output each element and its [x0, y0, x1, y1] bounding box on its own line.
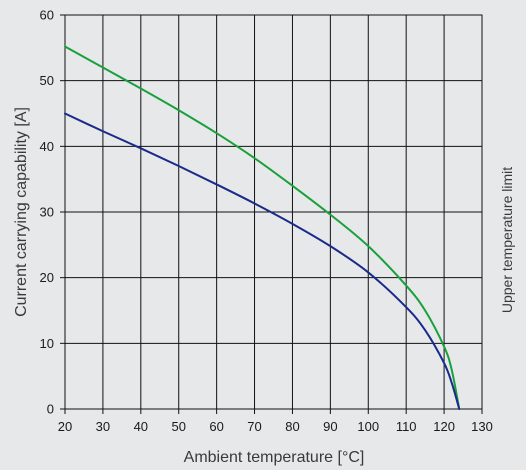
- x-tick-label: 50: [171, 419, 185, 434]
- x-tick-label: 130: [471, 419, 493, 434]
- series-group: [64, 45, 461, 410]
- x-tick-label: 110: [396, 419, 417, 434]
- grid: [60, 14, 483, 414]
- y-axis-label: Current carrying capability [A]: [13, 107, 30, 317]
- tick-labels: 20 30 40 50 60 70 80 90 100 110 120 130 0 10 20 30 40 50 6…: [40, 8, 493, 435]
- y-tick-label: 10: [40, 336, 54, 351]
- x-tick-label: 80: [285, 419, 299, 434]
- x-tick-label: 20: [58, 419, 72, 434]
- x-axis-label: Ambient temperature [°C]: [184, 449, 365, 466]
- y-tick-label: 0: [47, 402, 54, 417]
- x-tick-label: 100: [357, 419, 379, 434]
- x-tick-label: 120: [433, 419, 455, 434]
- y-tick-label: 40: [40, 139, 54, 154]
- x-tick-label: 40: [134, 419, 148, 434]
- series-line-1: [64, 45, 461, 410]
- upper-temperature-limit-label: Upper temperature limit: [499, 167, 515, 313]
- x-tick-label: 90: [323, 419, 337, 434]
- x-tick-label: 60: [209, 419, 223, 434]
- y-tick-label: 30: [40, 205, 54, 220]
- x-tick-label: 30: [96, 419, 110, 434]
- x-tick-label: 70: [247, 419, 261, 434]
- y-tick-label: 20: [40, 270, 54, 285]
- series-line-2: [64, 112, 461, 410]
- y-tick-label: 60: [40, 8, 54, 23]
- plot-frame: [64, 14, 483, 410]
- y-tick-label: 50: [40, 73, 54, 88]
